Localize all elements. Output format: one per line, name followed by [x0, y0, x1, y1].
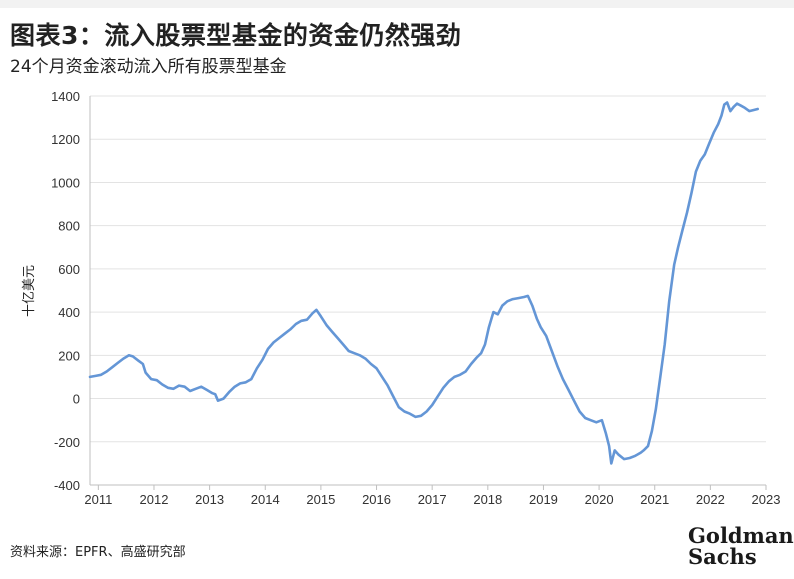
series-layer	[88, 101, 759, 465]
y-tick-label: 1000	[51, 175, 80, 190]
x-tick-label: 2014	[251, 492, 280, 507]
source-note: 资料来源：EPFR、高盛研究部	[10, 545, 186, 560]
logo-line-1: Goldman	[688, 523, 794, 548]
y-tick-label: 200	[58, 348, 80, 363]
x-tick-label: 2013	[195, 492, 224, 507]
y-tick-label: 0	[73, 392, 80, 407]
x-tick-label: 2016	[362, 492, 391, 507]
grid-layer	[89, 95, 766, 486]
y-axis-ticks: 1400 1200 1000 800 600 400 200 0 -200 -400	[51, 89, 80, 493]
y-axis-label: 十亿美元	[22, 265, 37, 317]
x-tick-label: 2020	[585, 492, 614, 507]
x-tick-label: 2018	[473, 492, 502, 507]
logo-line-2: Sachs	[688, 544, 757, 569]
x-axis-ticks: 2011 2012 2013 2014 2015 2016 2017 2018 2019 2020…	[84, 485, 780, 507]
series-line	[88, 101, 759, 465]
y-tick-label: -400	[54, 478, 80, 493]
x-tick-label: 2019	[529, 492, 558, 507]
top-strip	[0, 0, 794, 8]
y-tick-label: 600	[58, 262, 80, 277]
goldman-sachs-logo: Goldman Sachs	[688, 523, 794, 569]
chart-subtitle: 24个月资金滚动流入所有股票型基金	[10, 57, 287, 77]
x-tick-label: 2012	[140, 492, 169, 507]
y-tick-label: 1200	[51, 132, 80, 147]
y-tick-label: -200	[54, 435, 80, 450]
chart-title: 图表3：流入股票型基金的资金仍然强劲	[10, 21, 462, 50]
x-tick-label: 2011	[84, 492, 112, 507]
y-tick-label: 800	[58, 219, 80, 234]
x-tick-label: 2021	[640, 492, 669, 507]
y-tick-label: 400	[58, 305, 80, 320]
x-tick-label: 2023	[752, 492, 781, 507]
y-tick-label: 1400	[51, 89, 80, 104]
x-tick-label: 2017	[418, 492, 447, 507]
x-tick-label: 2022	[696, 492, 725, 507]
x-tick-label: 2015	[306, 492, 335, 507]
